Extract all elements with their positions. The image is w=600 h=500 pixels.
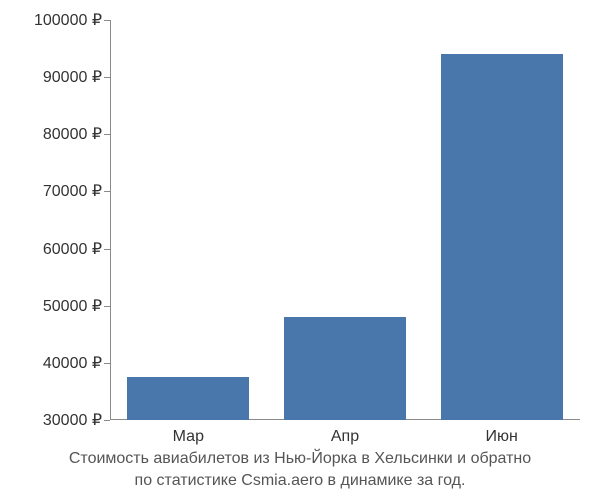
y-tick-label: 80000 ₽ bbox=[43, 124, 102, 144]
x-tick-label: Июн bbox=[485, 428, 517, 446]
x-tick-label: Мар bbox=[173, 428, 204, 446]
plot-area: МарАпрИюн bbox=[110, 20, 580, 420]
y-tick-label: 40000 ₽ bbox=[43, 353, 102, 373]
chart-caption-line2: по статистике Csmia.aero в динамике за г… bbox=[0, 470, 600, 492]
y-tick-label: 60000 ₽ bbox=[43, 239, 102, 259]
y-tick-mark bbox=[104, 363, 110, 364]
bar bbox=[127, 377, 249, 420]
y-tick-mark bbox=[104, 20, 110, 21]
chart-caption-line1: Стоимость авиабилетов из Нью-Йорка в Хел… bbox=[0, 448, 600, 470]
bar bbox=[441, 54, 563, 420]
price-chart: МарАпрИюн Стоимость авиабилетов из Нью-Й… bbox=[0, 0, 600, 500]
y-tick-label: 50000 ₽ bbox=[43, 296, 102, 316]
y-tick-mark bbox=[104, 420, 110, 421]
y-tick-label: 30000 ₽ bbox=[43, 410, 102, 430]
y-tick-mark bbox=[104, 306, 110, 307]
y-tick-mark bbox=[104, 249, 110, 250]
y-tick-label: 100000 ₽ bbox=[34, 10, 102, 30]
bar bbox=[284, 317, 406, 420]
y-tick-label: 70000 ₽ bbox=[43, 181, 102, 201]
y-axis bbox=[110, 20, 111, 420]
y-tick-label: 90000 ₽ bbox=[43, 67, 102, 87]
y-tick-mark bbox=[104, 191, 110, 192]
y-tick-mark bbox=[104, 134, 110, 135]
x-tick-label: Апр bbox=[331, 428, 359, 446]
y-tick-mark bbox=[104, 77, 110, 78]
